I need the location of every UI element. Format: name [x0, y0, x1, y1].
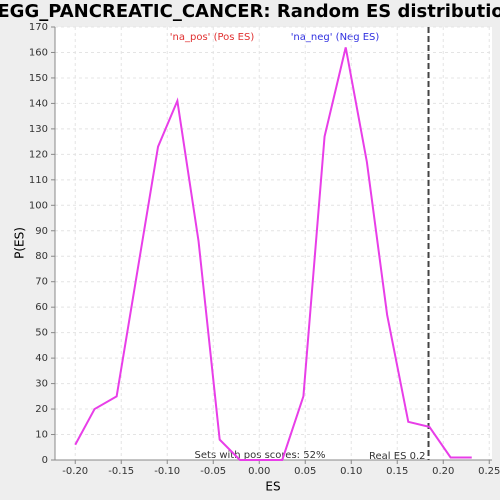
x-axis-label: ES — [265, 480, 280, 494]
y-tick-label: 20 — [35, 404, 48, 415]
y-tick-label: 30 — [35, 379, 48, 390]
y-axis-label: P(ES) — [13, 227, 27, 259]
chart-title: KEGG_PANCREATIC_CANCER: Random ES distri… — [0, 1, 500, 22]
y-tick-label: 70 — [35, 277, 48, 288]
y-tick-label: 90 — [35, 226, 48, 237]
data-line — [74, 47, 472, 461]
x-tick-label: -0.20 — [62, 466, 88, 477]
y-tick-label: 170 — [29, 22, 48, 33]
y-tick-label: 120 — [29, 149, 48, 160]
x-tick-label: 0.10 — [340, 466, 362, 477]
y-tick-label: 60 — [35, 302, 48, 313]
y-tick-label: 140 — [29, 98, 48, 109]
y-tick-label: 100 — [29, 200, 48, 211]
x-tick-label: 0.00 — [248, 466, 270, 477]
legend-entry: 'na_pos' (Pos ES) — [170, 32, 255, 43]
y-tick-label: 150 — [29, 73, 48, 84]
x-tick-label: -0.05 — [200, 466, 226, 477]
y-tick-label: 0 — [42, 455, 48, 466]
x-tick-label: 0.20 — [432, 466, 454, 477]
y-tick-label: 110 — [29, 175, 48, 186]
annotation: Real ES 0.2 — [369, 451, 425, 462]
plot-area — [55, 27, 492, 460]
y-tick-label: 80 — [35, 251, 48, 262]
x-tick-label: -0.10 — [154, 466, 180, 477]
x-tick-label: 0.25 — [478, 466, 500, 477]
y-tick-label: 40 — [35, 353, 48, 364]
y-tick-label: 160 — [29, 47, 48, 58]
x-tick-label: 0.05 — [294, 466, 316, 477]
y-tick-label: 50 — [35, 328, 48, 339]
annotation: Sets with pos scores: 52% — [195, 450, 326, 461]
legend-entry: 'na_neg' (Neg ES) — [291, 32, 380, 43]
x-tick-label: -0.15 — [108, 466, 134, 477]
y-tick-label: 130 — [29, 124, 48, 135]
x-tick-label: 0.15 — [386, 466, 408, 477]
y-tick-label: 10 — [35, 430, 48, 441]
